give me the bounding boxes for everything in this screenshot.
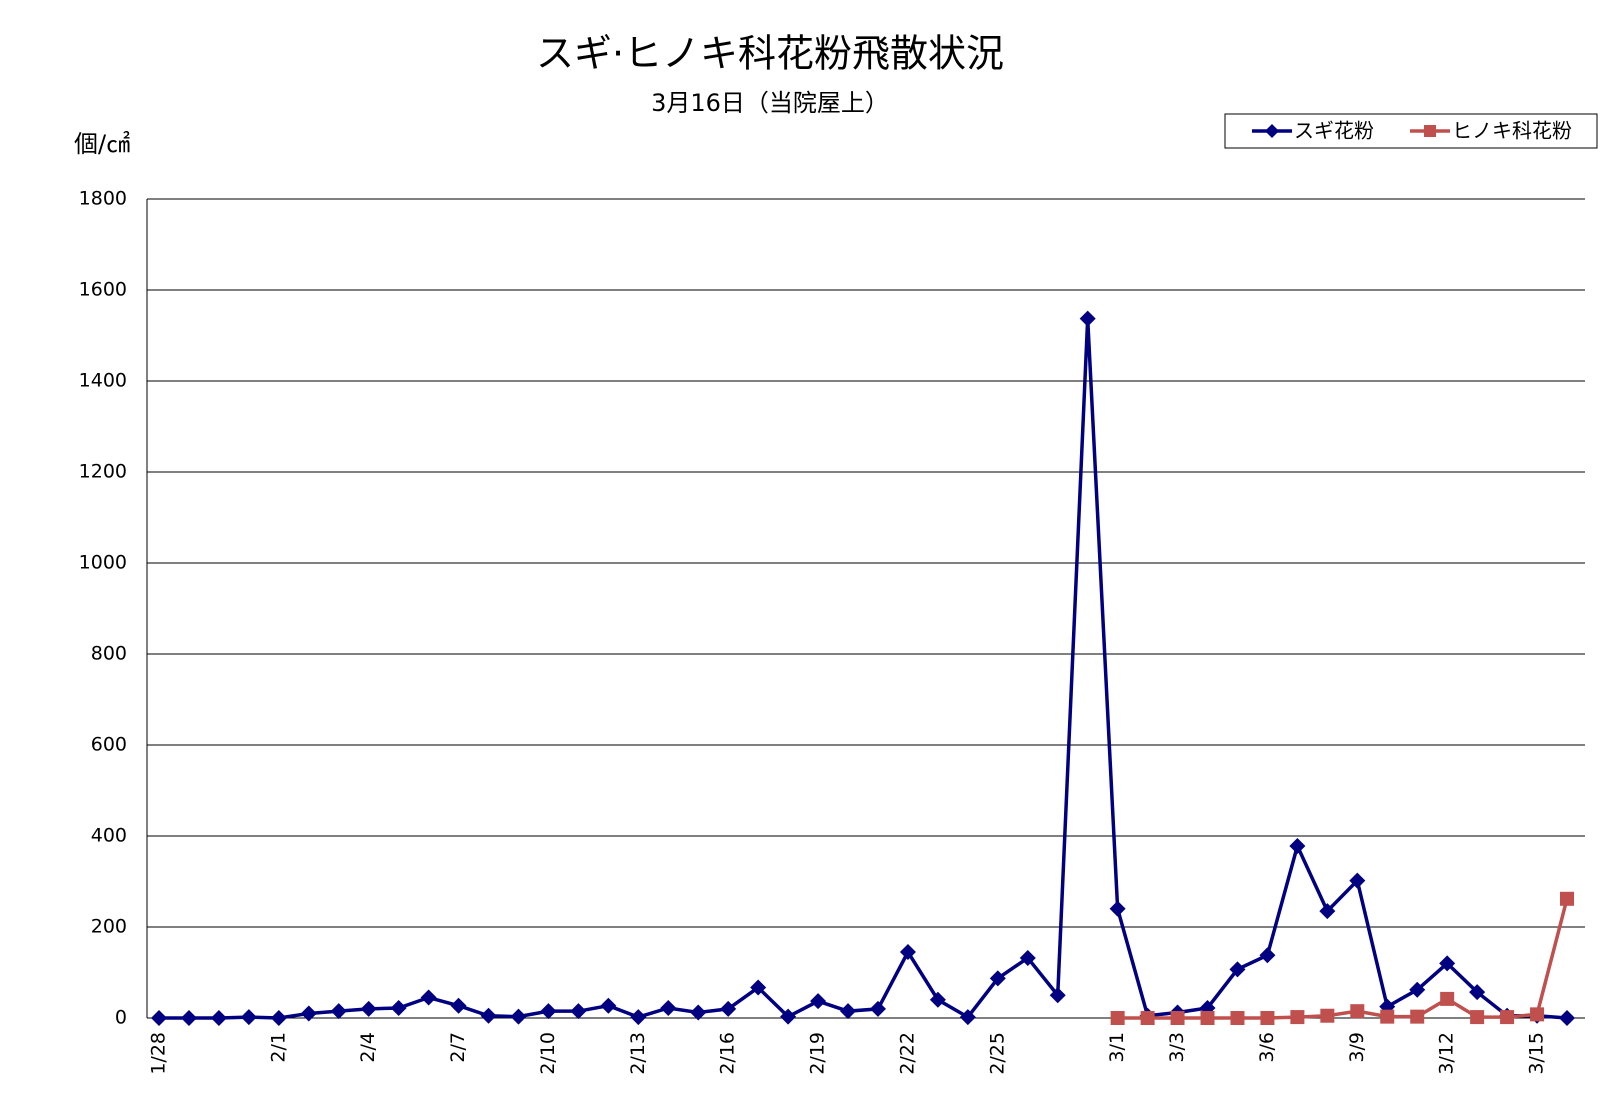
y-tick-label: 1000 [79,552,127,574]
point [1259,947,1276,964]
point [1320,1008,1335,1023]
legend-marker [1265,124,1279,138]
point [1349,872,1366,889]
point [989,970,1006,987]
x-tick-label: 1/28 [148,1032,170,1075]
y-tick-label: 1800 [79,188,127,210]
point [899,944,916,961]
y-tick-label: 1400 [79,370,127,392]
point [750,979,767,996]
point [1410,1009,1425,1024]
point [300,1005,317,1022]
x-tick-label: 3/1 [1106,1032,1128,1063]
point [390,999,407,1016]
point [929,991,946,1008]
point [210,1010,227,1026]
series-line [159,318,1568,1020]
point [1230,1011,1245,1025]
point [1380,1009,1395,1024]
point [1019,949,1036,966]
point [151,1010,167,1026]
x-tick-label: 2/1 [267,1032,289,1063]
point [959,1009,976,1026]
point [840,1003,857,1020]
point [1200,1011,1215,1025]
point [330,1003,347,1020]
point [1530,1007,1545,1022]
y-tick-label: 1600 [79,279,127,301]
point [810,993,827,1010]
point [1439,955,1456,972]
point [270,1010,287,1026]
point [360,1000,377,1017]
point [540,1003,557,1020]
point [780,1008,797,1025]
x-tick-label: 3/12 [1436,1032,1458,1075]
point [480,1007,497,1024]
series-line [1117,898,1569,1020]
y-tick-label: 600 [91,734,127,756]
point [1109,900,1126,917]
y-tick-label: 1200 [79,461,127,483]
point [510,1008,527,1025]
x-tick-label: 3/9 [1346,1032,1368,1063]
point [600,997,617,1014]
x-tick-label: 2/19 [807,1032,829,1075]
y-tick-label: 800 [91,643,127,665]
point [1229,961,1246,978]
y-tick-label: 200 [91,916,127,938]
x-tick-label: 3/3 [1166,1032,1188,1063]
point [1079,310,1096,327]
y-tick-label: 0 [115,1007,127,1029]
point [1290,1010,1305,1025]
point [630,1009,647,1026]
legend-label: ヒノキ科花粉 [1452,119,1572,143]
point [1470,1010,1485,1025]
point [1440,991,1455,1006]
x-tick-label: 3/6 [1256,1032,1278,1063]
point [240,1009,257,1026]
x-tick-label: 2/7 [447,1032,469,1063]
point [1260,1011,1275,1025]
point [180,1010,197,1026]
point [420,989,437,1006]
x-tick-label: 2/25 [986,1032,1008,1075]
chart-title: スギ·ヒノキ科花粉飛散状況 [536,32,1004,76]
point [1559,1010,1575,1026]
point [1289,838,1306,855]
point [1560,891,1574,906]
point [1049,987,1066,1004]
x-tick-label: 2/10 [537,1032,559,1075]
chart-subtitle: 3月16日（当院屋上） [651,89,889,117]
point [1500,1010,1515,1025]
point [1409,981,1426,998]
legend-label: スギ花粉 [1294,119,1374,143]
point [1140,1011,1155,1025]
point [1469,984,1486,1001]
x-tick-label: 2/4 [357,1032,379,1063]
point [690,1004,707,1021]
point [1319,903,1336,920]
point [1170,1011,1185,1025]
point [570,1003,587,1020]
x-tick-label: 2/16 [717,1032,739,1075]
legend-marker [1424,125,1436,137]
y-tick-label: 400 [91,825,127,847]
point [1350,1004,1365,1019]
x-tick-label: 3/15 [1526,1032,1548,1075]
point [720,1000,737,1017]
point [450,997,467,1014]
y-axis-label: 個/㎠ [74,130,130,158]
point [1110,1011,1125,1025]
x-tick-label: 2/13 [627,1032,649,1075]
point [660,999,677,1016]
x-tick-label: 2/22 [896,1032,918,1075]
point [869,1000,886,1017]
